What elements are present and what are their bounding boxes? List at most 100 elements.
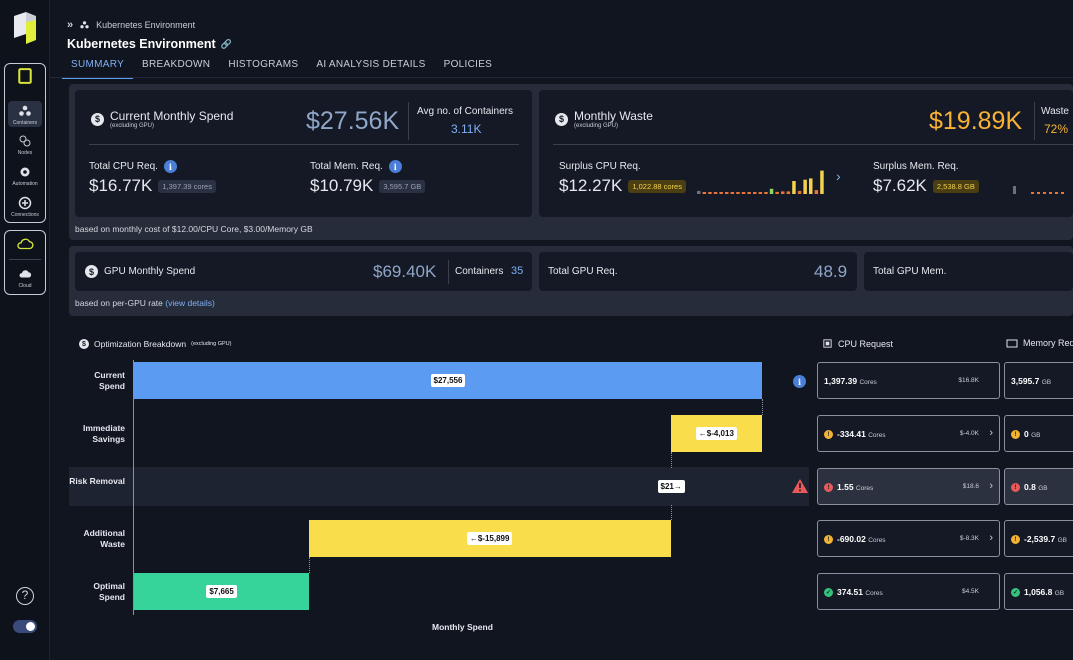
breadcrumb-label[interactable]: Kubernetes Environment [96,20,196,30]
info-icon[interactable]: i [793,375,806,388]
memory-request-value: ! -2,539.7 GB [1011,534,1067,545]
cpu-request-cost: $16.8K [958,377,979,384]
cpu-cores-badge: 1,397.39 cores [158,179,216,193]
sparkline-bar [736,192,740,194]
divider [448,260,449,284]
dollar-icon: $ [91,112,104,126]
cloud-upload-icon [19,270,32,278]
sparkline-bar [713,192,718,194]
breakdown-row-label: Additional Waste [83,528,125,549]
sidebar-item-label: Cloud [18,283,32,289]
sidebar-item-connections[interactable]: Connections [5,196,45,218]
warning-icon [792,479,808,493]
waste-value: $19.89K [929,107,1023,135]
sidebar-item-nodes[interactable]: Nodes [5,134,45,156]
chevron-right-icon[interactable]: › [989,427,993,439]
tab-summary[interactable]: SUMMARY [62,55,134,79]
cpu-req-row: $16.77K 1,397.39 cores [89,176,216,196]
monthly-waste-card: $ Monthly Waste (excluding GPU) $19.89K … [539,90,1073,217]
cpu-req-label-row: Total CPU Req. i [89,160,177,173]
cpu-request-title: CPU Request [838,338,894,349]
view-details-link[interactable]: (view details) [165,298,215,308]
divider [1034,102,1035,140]
surplus-cpu-row: $12.27K 1,022.88 cores [559,176,686,196]
gpu-mem-card: Total GPU Mem. [864,252,1073,291]
cpu-request-card[interactable]: ! -334.41 Cores $-4.0K › [817,415,1000,452]
dollar-icon: $ [85,265,98,278]
memory-request-card[interactable]: ! 0 GB [1004,415,1073,452]
cpu-request-value: ! 1.55 Cores [824,482,873,493]
memory-request-card[interactable]: ! 0.8 GB [1004,468,1073,505]
waste-title: Monthly Waste [574,109,653,123]
gpu-containers-value: 35 [511,265,524,277]
waste-pct-label: Waste [1041,106,1069,117]
sidebar-item-cloud[interactable]: Cloud [5,267,45,289]
breakdown-bar-value: $7,665 [206,585,237,598]
chart-axis [133,360,134,615]
breakdown-subtitle: (excluding GPU) [191,341,232,347]
memory-request-card[interactable]: ! -2,539.7 GB [1004,520,1073,557]
app-logo[interactable] [12,12,38,44]
cpu-request-cost: $4.5K [962,588,979,595]
page-title: Kubernetes Environment [67,37,216,51]
cpu-request-card[interactable]: ! 1.55 Cores $18.6 › [817,468,1000,505]
tab-ai-analysis-details[interactable]: AI ANALYSIS DETAILS [316,59,426,70]
tab-breakdown[interactable]: BREAKDOWN [142,59,211,70]
page-title-row: Kubernetes Environment 🔗 [67,37,232,51]
info-icon[interactable]: i [163,160,177,173]
surplus-cpu-sparkline [697,170,824,194]
mem-req-label: Total Mem. Req. [310,161,383,172]
containers-icon [80,21,89,29]
cpu-request-card: 1,397.39 Cores $16.8K [817,362,1000,399]
nav-env-icon[interactable] [5,68,45,86]
cpu-request-cost: $-4.0K [959,430,979,437]
memory-icon [1006,339,1018,347]
breakdown-row-label: Immediate Savings [82,423,125,444]
surplus-mem-row: $7.62K 2,538.8 GB [873,176,979,196]
tab-policies[interactable]: POLICIES [443,59,493,70]
expand-chevrons-icon[interactable]: » [67,19,74,31]
gpu-spend-header: $ GPU Monthly Spend [85,265,195,278]
theme-toggle[interactable] [13,620,37,633]
sidebar-item-containers[interactable]: Containers [8,101,42,127]
sparkline-bar [730,192,735,194]
cpu-request-card[interactable]: ! -690.02 Cores $-8.3K › [817,520,1000,557]
tab-histograms[interactable]: HISTOGRAMS [228,59,299,70]
sparkline-bar [725,192,729,194]
link-icon[interactable]: 🔗 [220,38,232,49]
memory-request-value: ! 0 GB [1011,429,1041,440]
cpu-request-cost: $-8.3K [959,535,979,542]
gpu-mem-label: Total GPU Mem. [873,266,947,277]
status-dot-icon: ✓ [824,588,833,598]
sidebar-item-automation[interactable]: Automation [5,165,45,187]
memory-request-value: ! 0.8 GB [1011,482,1048,493]
mem-req-row: $10.79K 3,595.7 GB [310,176,426,196]
sidebar-item-cloud-integration[interactable] [5,237,45,253]
surplus-cpu-badge: 1,022.88 cores [628,179,686,193]
status-dot-icon: ! [1011,535,1020,545]
sparkline-bar [820,170,824,194]
status-dot-icon: ! [824,483,833,493]
memory-request-title: Memory Req [1023,338,1073,348]
status-dot-icon: ✓ [1011,588,1020,598]
cpu-req-label: Total CPU Req. [89,161,158,172]
next-chevron-icon[interactable]: › [836,168,841,184]
chevron-right-icon[interactable]: › [989,480,993,492]
cpu-request-value: ! -334.41 Cores [824,429,886,440]
status-dot-icon: ! [1011,483,1020,493]
nav-group-cloud: Cloud [4,230,46,295]
connector-line [670,452,672,468]
chevron-right-icon[interactable]: › [989,532,993,544]
memory-request-card: 3,595.7 GB [1004,362,1073,399]
environment-icon [18,68,32,84]
breakdown-header: $ Optimization Breakdown (excluding GPU) [79,339,232,349]
info-icon[interactable]: i [388,160,402,173]
sidebar-item-label: Containers [12,120,38,126]
help-icon[interactable]: ? [16,587,34,605]
sidebar-item-label: Connections [11,212,39,218]
nav-group-primary: Containers Nodes Automation Connections [4,63,46,223]
avg-containers-label: Avg no. of Containers [417,106,513,117]
sparkline-bar [741,192,746,194]
spend-note: based on monthly cost of $12.00/CPU Core… [75,224,313,234]
surplus-cpu-label: Surplus CPU Req. [559,161,641,172]
